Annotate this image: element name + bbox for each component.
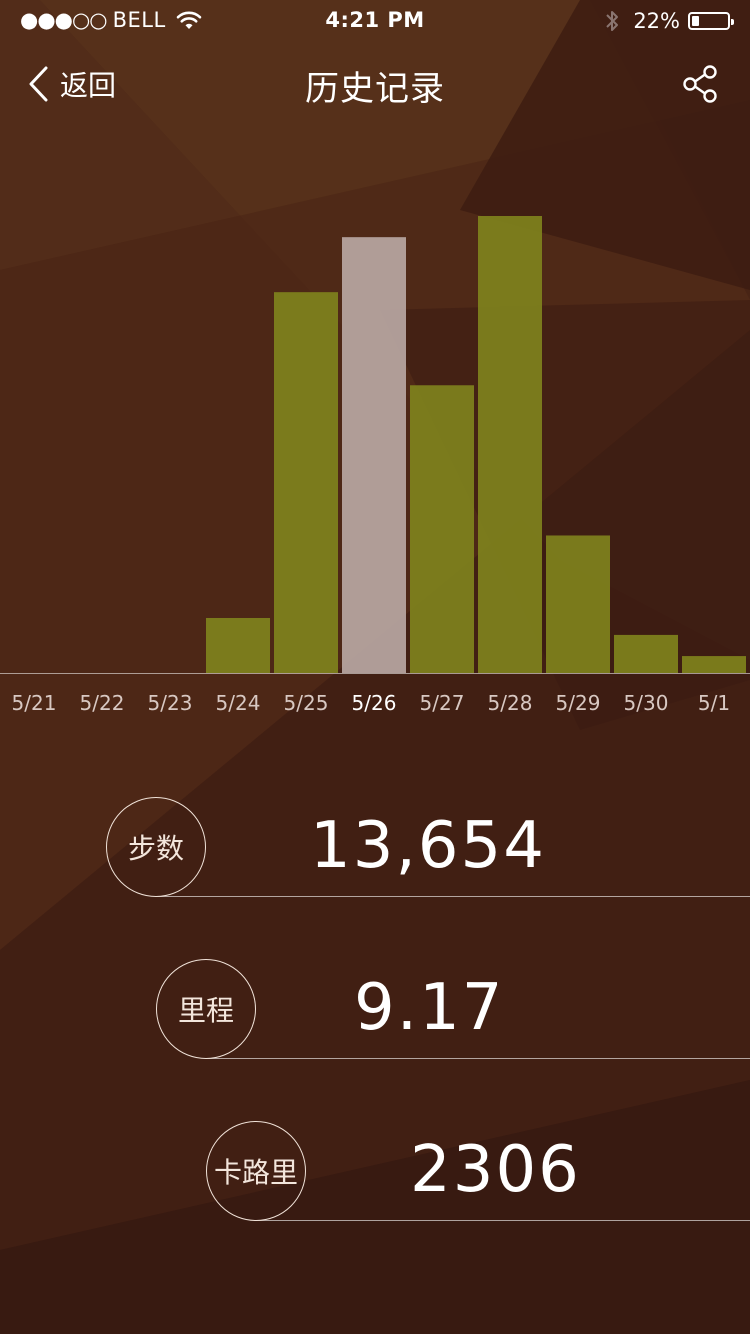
- calories-value: 2306: [410, 1133, 581, 1207]
- chart-baseline: [0, 673, 750, 674]
- stat-row-distance: 里程 9.17: [156, 959, 750, 1059]
- stat-row-steps: 步数 13,654: [106, 797, 750, 897]
- chevron-left-icon: [29, 66, 48, 102]
- stat-row-calories: 卡路里 2306: [206, 1121, 750, 1221]
- x-tick-label[interactable]: 5/22: [80, 691, 125, 715]
- x-tick-label[interactable]: 5/29: [556, 691, 601, 715]
- x-tick-label[interactable]: 5/25: [284, 691, 329, 715]
- battery-nub: [731, 19, 734, 25]
- back-label: 返回: [60, 69, 117, 102]
- status-left: ●●●○○ BELL: [20, 8, 202, 32]
- chart-bar-5/30[interactable]: [614, 634, 678, 673]
- battery-icon: [688, 12, 734, 30]
- status-time: 4:21 PM: [325, 8, 425, 32]
- chart-bar-5/1[interactable]: [682, 656, 746, 673]
- stat-divider: [156, 896, 750, 897]
- signal-strength-icon: ●●●○○: [20, 8, 108, 32]
- chart-bar-5/27[interactable]: [410, 385, 474, 673]
- x-tick-label[interactable]: 5/28: [488, 691, 533, 715]
- stat-divider: [256, 1220, 750, 1221]
- x-tick-label[interactable]: 5/23: [148, 691, 193, 715]
- chart-bar-5/26[interactable]: [342, 237, 406, 673]
- nav-bar: 返回 历史记录: [0, 44, 750, 124]
- steps-value: 13,654: [310, 809, 546, 883]
- stat-divider: [206, 1058, 750, 1059]
- bluetooth-icon: [606, 11, 619, 31]
- x-tick-label[interactable]: 5/24: [216, 691, 261, 715]
- chart-bar-5/28[interactable]: [478, 216, 542, 673]
- chart-bar-5/25[interactable]: [274, 292, 338, 673]
- share-icon[interactable]: [682, 64, 722, 104]
- x-tick-label[interactable]: 5/30: [624, 691, 669, 715]
- status-right: 22%: [603, 8, 734, 34]
- battery-percent: 22%: [633, 9, 680, 33]
- chart-bar-5/24[interactable]: [206, 617, 270, 673]
- history-bar-chart: 5/21 5/22 5/23 5/24 5/25 5/26 5/27 5/28 5/29 5/30…: [12, 216, 746, 715]
- calories-badge: 卡路里: [206, 1121, 306, 1221]
- distance-badge: 里程: [156, 959, 256, 1059]
- battery-level: [692, 16, 699, 26]
- carrier-name: BELL: [112, 8, 166, 32]
- x-tick-label[interactable]: 5/1: [698, 691, 730, 715]
- x-tick-label[interactable]: 5/27: [420, 691, 465, 715]
- page-title: 历史记录: [305, 69, 445, 109]
- back-button[interactable]: 返回: [28, 64, 116, 104]
- status-bar: ●●●○○ BELL 4:21 PM 22%: [0, 0, 750, 44]
- x-tick-label[interactable]: 5/26: [352, 691, 397, 715]
- distance-value: 9.17: [354, 971, 505, 1045]
- chart-bar-5/29[interactable]: [546, 535, 610, 673]
- x-tick-label[interactable]: 5/21: [12, 691, 57, 715]
- wifi-icon: [176, 11, 202, 29]
- steps-badge: 步数: [106, 797, 206, 897]
